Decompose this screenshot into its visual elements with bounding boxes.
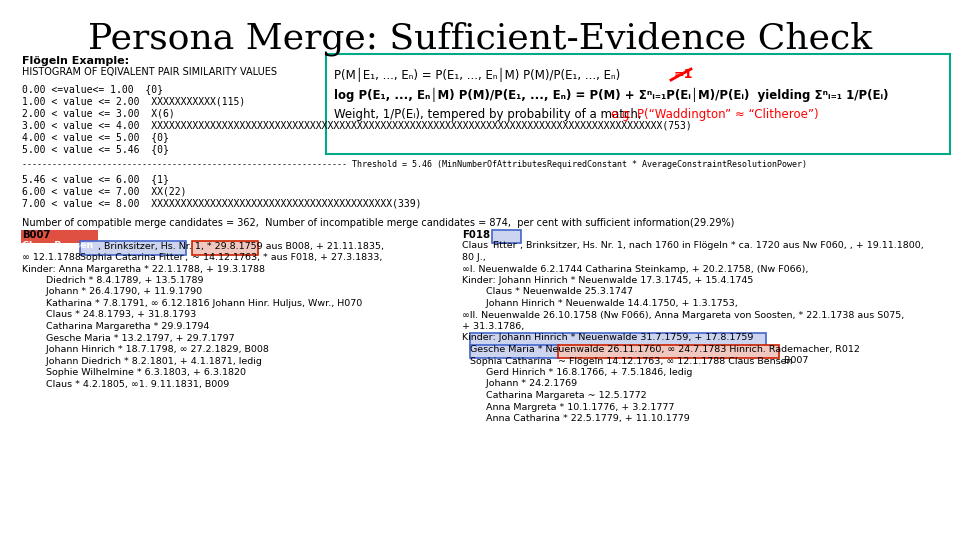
Text: Claus * Neuenwalde 25.3.1747: Claus * Neuenwalde 25.3.1747 xyxy=(462,287,633,296)
Text: Catharina Margaretha * 29.9.1794: Catharina Margaretha * 29.9.1794 xyxy=(22,322,209,331)
Text: Anna Margreta * 10.1.1776, + 3.2.1777: Anna Margreta * 10.1.1776, + 3.2.1777 xyxy=(462,402,674,411)
Text: ~ Flögeln 14.12.1763, ∞ 12.1.1788 Claus Bensen: ~ Flögeln 14.12.1763, ∞ 12.1.1788 Claus … xyxy=(558,356,793,366)
Text: Anna Catharina * 22.5.1779, + 11.10.1779: Anna Catharina * 22.5.1779, + 11.10.1779 xyxy=(462,414,689,423)
Text: Johann * 24.2.1769: Johann * 24.2.1769 xyxy=(462,380,577,388)
Text: Fitter: Fitter xyxy=(492,241,516,251)
Text: Sophie Wilhelmine * 6.3.1803, + 6.3.1820: Sophie Wilhelmine * 6.3.1803, + 6.3.1820 xyxy=(22,368,246,377)
Text: Kinder: Anna Margaretha * 22.1.1788, + 19.3.1788: Kinder: Anna Margaretha * 22.1.1788, + 1… xyxy=(22,265,265,273)
Text: Claus * 4.2.1805, ∞1. 9.11.1831, B009: Claus * 4.2.1805, ∞1. 9.11.1831, B009 xyxy=(22,380,229,388)
Text: 5.00 < value <= 5.46  {0}: 5.00 < value <= 5.46 {0} xyxy=(22,144,169,154)
Text: Gesche Maria * Neuenwalde 26.11.1760, ∞ 24.7.1783 Hinrich. Rademacher, R012: Gesche Maria * Neuenwalde 26.11.1760, ∞ … xyxy=(470,345,860,354)
Text: Gerd Hinrich * 16.8.1766, + 7.5.1846, ledig: Gerd Hinrich * 16.8.1766, + 7.5.1846, le… xyxy=(462,368,692,377)
Text: 0.00 <=value<= 1.00  {0}: 0.00 <=value<= 1.00 {0} xyxy=(22,84,163,94)
FancyBboxPatch shape xyxy=(20,230,98,243)
Text: Sophia Catharina: Sophia Catharina xyxy=(470,356,552,366)
Text: =1: =1 xyxy=(674,68,693,81)
Text: Flögeln Example:: Flögeln Example: xyxy=(22,56,130,66)
Text: 6.00 < value <= 7.00  XX(22): 6.00 < value <= 7.00 XX(22) xyxy=(22,186,186,196)
Text: 3.00 < value <= 4.00  XXXXXXXXXXXXXXXXXXXXXXXXXXXXXXXXXXXXXXXXXXXXXXXXXXXXXXXXXX: 3.00 < value <= 4.00 XXXXXXXXXXXXXXXXXXX… xyxy=(22,120,692,130)
FancyBboxPatch shape xyxy=(469,345,559,358)
Text: Johann * 26.4.1790, + 11.9.1790: Johann * 26.4.1790, + 11.9.1790 xyxy=(22,287,203,296)
Text: Kinder: Johann Hinrich * Neuenwalde 17.3.1745, + 15.4.1745: Kinder: Johann Hinrich * Neuenwalde 17.3… xyxy=(462,276,754,285)
FancyBboxPatch shape xyxy=(558,345,779,358)
Text: , * aus F018, + 27.3.1833,: , * aus F018, + 27.3.1833, xyxy=(257,253,382,262)
Text: Diedrich * 8.4.1789, + 13.5.1789: Diedrich * 8.4.1789, + 13.5.1789 xyxy=(22,276,204,285)
Text: Johann Hinrich * 18.7.1798, ∞ 27.2.1829, B008: Johann Hinrich * 18.7.1798, ∞ 27.2.1829,… xyxy=(22,345,269,354)
FancyBboxPatch shape xyxy=(80,241,185,254)
Text: log P(E₁, ..., Eₙ│M) P(M)/P(E₁, ..., Eₙ) = P(M) + Σⁿᵢ₌₁P(Eᵢ│M)/P(Eᵢ)  yielding Σ: log P(E₁, ..., Eₙ│M) P(M)/P(E₁, ..., Eₙ)… xyxy=(334,88,889,102)
Text: Claus Bensen: Claus Bensen xyxy=(22,241,93,251)
Text: Gesche Maria * 13.2.1797, + 29.7.1797: Gesche Maria * 13.2.1797, + 29.7.1797 xyxy=(22,334,234,342)
Text: Catharina Margareta ~ 12.5.1772: Catharina Margareta ~ 12.5.1772 xyxy=(462,391,647,400)
FancyBboxPatch shape xyxy=(492,230,520,243)
Text: 80 J.,: 80 J., xyxy=(462,253,486,262)
Text: Katharina * 7.8.1791, ∞ 6.12.1816 Johann Hinr. Huljus, Wwr., H070: Katharina * 7.8.1791, ∞ 6.12.1816 Johann… xyxy=(22,299,362,308)
Text: F018: F018 xyxy=(462,230,491,240)
Text: B007: B007 xyxy=(22,230,50,240)
Text: Weight, 1/P(Eᵢ), tempered by probability of a match,: Weight, 1/P(Eᵢ), tempered by probability… xyxy=(334,108,649,121)
Text: Johann Hinrich * Neuenwalde 14.4.1750, + 1.3.1753,: Johann Hinrich * Neuenwalde 14.4.1750, +… xyxy=(462,299,737,308)
Text: P(M│E₁, ..., Eₙ) = P(E₁, ..., Eₙ│M) P(M)/P(E₁, ..., Eₙ): P(M│E₁, ..., Eₙ) = P(E₁, ..., Eₙ│M) P(M)… xyxy=(334,68,620,82)
FancyBboxPatch shape xyxy=(191,241,257,254)
Text: ,: , xyxy=(185,253,191,262)
Text: ∞ 12.1.1788: ∞ 12.1.1788 xyxy=(22,253,84,262)
Text: ∞l. Neuenwalde 6.2.1744 Catharina Steinkamp, + 20.2.1758, (Nw F066),: ∞l. Neuenwalde 6.2.1744 Catharina Steink… xyxy=(462,265,808,273)
Text: Johann Diedrich * 8.2.1801, + 4.1.1871, ledig: Johann Diedrich * 8.2.1801, + 4.1.1871, … xyxy=(22,356,262,366)
Text: 2.00 < value <= 3.00  X(6): 2.00 < value <= 3.00 X(6) xyxy=(22,108,175,118)
Text: e.g. P(“Waddington” ≈ “Clitheroe”): e.g. P(“Waddington” ≈ “Clitheroe”) xyxy=(611,108,819,121)
Text: , B007: , B007 xyxy=(778,356,808,366)
Text: 4.00 < value <= 5.00  {0}: 4.00 < value <= 5.00 {0} xyxy=(22,132,169,142)
Text: Kinder: Johann Hinrich * Neuenwalde 31.7.1759, + 17.8.1759: Kinder: Johann Hinrich * Neuenwalde 31.7… xyxy=(462,334,754,342)
Text: 5.46 < value <= 6.00  {1}: 5.46 < value <= 6.00 {1} xyxy=(22,174,169,184)
Text: , Brinksitzer, Hs. Nr. 1, nach 1760 in Flögeln * ca. 1720 aus Nw F060, , + 19.11: , Brinksitzer, Hs. Nr. 1, nach 1760 in F… xyxy=(520,241,924,251)
Text: Claus * 24.8.1793, + 31.8.1793: Claus * 24.8.1793, + 31.8.1793 xyxy=(22,310,196,320)
Text: Sophia Catarina Fitter: Sophia Catarina Fitter xyxy=(80,253,183,262)
Text: , Brinksitzer, Hs. Nr. 1, * 29.8.1759 aus B008, + 21.11.1835,: , Brinksitzer, Hs. Nr. 1, * 29.8.1759 au… xyxy=(98,241,384,251)
Text: Number of compatible merge candidates = 362,  Number of incompatible merge candi: Number of compatible merge candidates = … xyxy=(22,218,734,228)
Text: Persona Merge: Sufficient-Evidence Check: Persona Merge: Sufficient-Evidence Check xyxy=(88,22,872,57)
FancyBboxPatch shape xyxy=(469,333,765,347)
Text: HISTOGRAM OF EQIVALENT PAIR SIMILARITY VALUES: HISTOGRAM OF EQIVALENT PAIR SIMILARITY V… xyxy=(22,67,277,77)
Text: ∞ll. Neuenwalde 26.10.1758 (Nw F066), Anna Margareta von Soosten, * 22.1.1738 au: ∞ll. Neuenwalde 26.10.1758 (Nw F066), An… xyxy=(462,310,904,320)
Text: 1.00 < value <= 2.00  XXXXXXXXXXX(115): 1.00 < value <= 2.00 XXXXXXXXXXX(115) xyxy=(22,96,245,106)
Text: Claus: Claus xyxy=(462,241,492,251)
Text: ----------------------------------------------------------------- Threshold = 5.: ----------------------------------------… xyxy=(22,160,807,169)
Text: ~ 14.12.1763: ~ 14.12.1763 xyxy=(192,253,257,262)
Text: + 31.3.1786,: + 31.3.1786, xyxy=(462,322,524,331)
Text: 7.00 < value <= 8.00  XXXXXXXXXXXXXXXXXXXXXXXXXXXXXXXXXXXXXXXXX(339): 7.00 < value <= 8.00 XXXXXXXXXXXXXXXXXXX… xyxy=(22,198,421,208)
FancyBboxPatch shape xyxy=(326,54,950,154)
